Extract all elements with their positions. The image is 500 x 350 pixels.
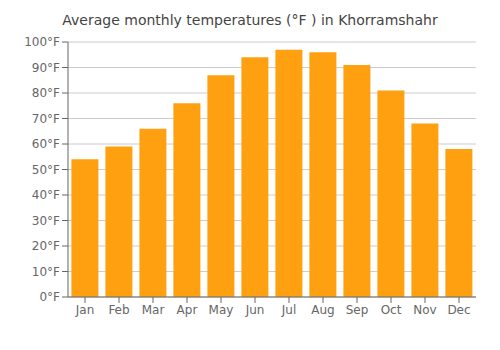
svg-text:40°F: 40°F bbox=[32, 188, 60, 202]
svg-text:Jul: Jul bbox=[281, 303, 296, 317]
svg-text:80°F: 80°F bbox=[32, 86, 60, 100]
svg-text:Sep: Sep bbox=[346, 303, 369, 317]
svg-text:Apr: Apr bbox=[177, 303, 198, 317]
svg-text:50°F: 50°F bbox=[32, 163, 60, 177]
svg-text:100°F: 100°F bbox=[24, 35, 60, 49]
svg-text:Mar: Mar bbox=[142, 303, 165, 317]
svg-text:0°F: 0°F bbox=[39, 290, 60, 304]
svg-text:90°F: 90°F bbox=[32, 61, 60, 75]
svg-text:70°F: 70°F bbox=[32, 112, 60, 126]
svg-text:20°F: 20°F bbox=[32, 239, 60, 253]
svg-text:30°F: 30°F bbox=[32, 214, 60, 228]
html-text:Average monthly temperatures (: Average monthly temperatures (°F ) in Kh… bbox=[62, 12, 438, 28]
svg-text:Dec: Dec bbox=[447, 303, 470, 317]
svg-text:60°F: 60°F bbox=[32, 137, 60, 151]
svg-text:Oct: Oct bbox=[381, 303, 402, 317]
svg-text:Feb: Feb bbox=[108, 303, 129, 317]
svg-text:May: May bbox=[209, 303, 234, 317]
svg-text:Aug: Aug bbox=[311, 303, 334, 317]
svg-text:Jan: Jan bbox=[75, 303, 95, 317]
svg-text:10°F: 10°F bbox=[32, 265, 60, 279]
svg-text:Jun: Jun bbox=[245, 303, 265, 317]
svg-text:Nov: Nov bbox=[413, 303, 436, 317]
